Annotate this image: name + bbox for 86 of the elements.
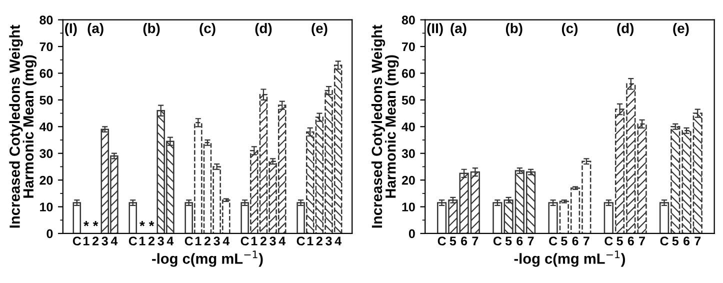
y-tick-label: 10 bbox=[40, 202, 53, 212]
annotation: (e) bbox=[312, 23, 328, 36]
x-tick-label: 6 bbox=[572, 236, 578, 246]
y-tick-label: 0 bbox=[408, 229, 415, 238]
y-tick-label: 20 bbox=[40, 176, 53, 185]
y-tick-label: 80 bbox=[402, 16, 415, 24]
x-tick-label: 7 bbox=[583, 236, 590, 246]
x-tick-label: C bbox=[493, 236, 502, 246]
x-tick-label: 2 bbox=[316, 236, 322, 246]
annotation: (b) bbox=[143, 23, 160, 36]
annotation: (e) bbox=[673, 23, 689, 36]
y-tick-label: 40 bbox=[402, 122, 415, 132]
x-tick-label: C bbox=[128, 236, 138, 246]
y-tick-label: 30 bbox=[40, 149, 53, 158]
x-tick-label: 1 bbox=[84, 236, 90, 246]
x-tick-label: 5 bbox=[616, 236, 623, 246]
x-tick-label: 5 bbox=[561, 236, 568, 246]
y-tick-label: 40 bbox=[39, 122, 53, 132]
x-tick-label: 7 bbox=[639, 236, 645, 246]
y-tick-label: 20 bbox=[402, 176, 415, 185]
y-tick-label: 70 bbox=[402, 42, 415, 52]
bar bbox=[128, 202, 137, 234]
x-tick-label: C bbox=[296, 236, 305, 246]
y-tick-label: 50 bbox=[40, 96, 53, 105]
bar bbox=[492, 202, 502, 234]
x-tick-label: C bbox=[72, 236, 82, 246]
x-tick-label: 3 bbox=[102, 236, 108, 246]
annotation: (c) bbox=[562, 23, 578, 36]
annotation: (II) bbox=[427, 23, 443, 36]
y-tick-label: 30 bbox=[402, 149, 415, 158]
annotation: * bbox=[148, 221, 154, 226]
x-tick-label: C bbox=[549, 236, 558, 246]
x-tick-label: 3 bbox=[158, 236, 164, 246]
x-tick-label: 3 bbox=[270, 236, 276, 246]
x-tick-label: 2 bbox=[92, 236, 99, 246]
x-tick-label: 6 bbox=[684, 236, 690, 246]
y-axis-title: Increased Cotyledons Weight Harmonic Mean (mg) bbox=[9, 24, 36, 228]
x-tick-label: 5 bbox=[672, 236, 679, 246]
x-tick-label: 7 bbox=[472, 236, 478, 246]
x-axis-title: -log c(mg mL$^{−1}$) bbox=[152, 250, 263, 267]
x-tick-label: 6 bbox=[516, 236, 523, 246]
annotation: (a) bbox=[450, 23, 466, 36]
y-tick-label: 10 bbox=[402, 202, 415, 212]
x-tick-label: C bbox=[240, 236, 249, 246]
y-tick-label: 70 bbox=[40, 42, 53, 52]
x-tick-label: 4 bbox=[110, 236, 118, 246]
x-tick-label: C bbox=[438, 236, 446, 246]
bar bbox=[72, 202, 82, 234]
x-tick-label: 4 bbox=[278, 236, 286, 246]
annotation: (d) bbox=[617, 23, 634, 36]
x-tick-label: 5 bbox=[450, 236, 456, 246]
x-tick-label: 5 bbox=[505, 236, 512, 246]
x-tick-label: 3 bbox=[326, 236, 332, 246]
annotation: (a) bbox=[88, 23, 104, 36]
annotation: (c) bbox=[200, 23, 216, 36]
x-tick-label: 1 bbox=[195, 236, 202, 246]
x-tick-label: 3 bbox=[214, 236, 220, 246]
annotation: * bbox=[92, 221, 98, 226]
annotation: * bbox=[84, 221, 89, 226]
y-axis-title: Increased Cotyledons Weight Harmonic Mean (mg) bbox=[371, 24, 399, 228]
y-tick-label: 50 bbox=[402, 96, 415, 105]
x-tick-label: 2 bbox=[148, 236, 154, 246]
x-tick-label: 1 bbox=[251, 236, 258, 246]
x-tick-label: 2 bbox=[204, 236, 210, 246]
x-tick-label: 4 bbox=[334, 236, 342, 246]
x-tick-label: 1 bbox=[140, 236, 146, 246]
x-axis-title: -log c(mg mL$^{−1}$) bbox=[514, 250, 625, 267]
annotation: * bbox=[140, 221, 145, 226]
x-tick-label: 7 bbox=[528, 236, 534, 246]
x-tick-label: C bbox=[604, 236, 613, 246]
x-tick-label: 6 bbox=[461, 236, 468, 246]
y-tick-label: 0 bbox=[46, 229, 53, 238]
annotation: (b) bbox=[506, 23, 522, 36]
x-tick-label: C bbox=[184, 236, 194, 246]
x-tick-label: 2 bbox=[260, 236, 266, 246]
y-tick-label: 60 bbox=[402, 69, 415, 78]
y-tick-label: 80 bbox=[40, 16, 53, 24]
x-tick-label: 6 bbox=[628, 236, 634, 246]
y-tick-label: 60 bbox=[40, 69, 53, 78]
annotation: (d) bbox=[255, 23, 272, 36]
x-tick-label: C bbox=[660, 236, 668, 246]
x-tick-label: 4 bbox=[166, 236, 174, 246]
annotation: (I) bbox=[65, 23, 77, 36]
x-tick-label: 1 bbox=[307, 236, 314, 246]
x-tick-label: 4 bbox=[222, 236, 230, 246]
x-tick-label: 7 bbox=[694, 236, 701, 246]
